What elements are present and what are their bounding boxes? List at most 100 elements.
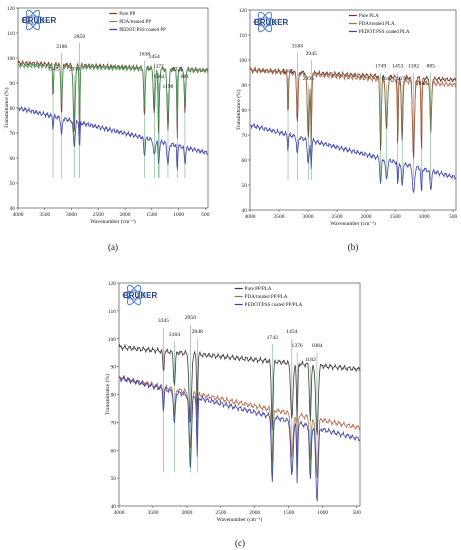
peak-annotation: 1647 — [381, 76, 392, 82]
x-tick-label: 1500 — [146, 212, 157, 218]
peak-annotation: 1454 — [286, 329, 297, 335]
x-tick-label: 3500 — [147, 510, 158, 516]
x-tick-label: 1000 — [317, 510, 328, 516]
y-tick-label: 50 — [10, 181, 16, 187]
peak-annotation: 2995 — [303, 76, 314, 82]
y-tick-label: 90 — [111, 365, 117, 371]
peak-annotation: 1198 — [162, 84, 173, 90]
y-tick-label: 40 — [10, 206, 16, 212]
x-tick-label: 2000 — [120, 212, 131, 218]
plot-frame — [118, 282, 361, 507]
x-axis-label: Wavenumber (cm⁻¹) — [330, 220, 376, 227]
x-tick-label: 3000 — [66, 212, 77, 218]
bruker-logo: BRUKER — [21, 9, 56, 31]
peak-annotation: 1084 — [311, 343, 322, 349]
peak-annotation: 2945 — [306, 51, 317, 57]
y-axis-label: Transmittance (%) — [104, 374, 111, 415]
x-tick-label: 1000 — [173, 212, 184, 218]
x-tick-label: 2500 — [215, 510, 226, 516]
logo-orbit-3 — [127, 284, 141, 306]
y-tick-label: 120 — [7, 6, 16, 12]
logo-text: BRUKER — [22, 16, 56, 25]
y-tick-label: 100 — [7, 56, 16, 62]
y-axis-label: Transmittance (%) — [3, 87, 10, 128]
peak-annotation: 3345 — [282, 69, 293, 75]
peak-annotation: 3345 — [158, 318, 169, 324]
series-line-pedot-pss-coated-pla — [249, 122, 457, 194]
logo-orbit-2 — [258, 11, 272, 33]
y-tick-label: 100 — [108, 337, 117, 343]
peak-annotation: 1376 — [292, 343, 303, 349]
peak-annotation: 1182 — [408, 64, 419, 70]
y-tick-label: 110 — [108, 309, 116, 315]
y-tick-label: 80 — [111, 393, 117, 399]
x-tick-label: 500 — [449, 214, 458, 220]
y-tick-label: 60 — [111, 448, 117, 454]
legend-entry: Pure PP/PLA — [245, 287, 272, 292]
logo-orbit-3 — [26, 9, 40, 31]
peak-annotation: 2950 — [69, 67, 80, 73]
peak-annotation: 1638 — [139, 52, 150, 58]
y-tick-label: 60 — [242, 158, 248, 164]
y-tick-label: 110 — [7, 31, 15, 37]
peak-annotation: 1182 — [305, 357, 316, 363]
logo-text: BRUKER — [254, 18, 288, 27]
x-tick-label: 3500 — [274, 214, 285, 220]
peak-annotation: 3184 — [169, 332, 180, 338]
peak-annotation: 885 — [427, 64, 436, 70]
series-line-pedot-pss-coated-pp-pla — [118, 375, 361, 502]
series-line-pure-pp-pla — [118, 343, 361, 436]
logo-orbit-1 — [253, 17, 277, 27]
peak-annotation: 1364 — [153, 74, 164, 80]
y-tick-label: 120 — [239, 8, 248, 14]
y-axis-label: Transmittance (%) — [235, 89, 242, 130]
peak-annotation: 3345 — [47, 67, 58, 73]
legend-entry: PEDOT:PSS coated PLA — [359, 30, 410, 35]
peak-annotation: 3184 — [292, 44, 303, 50]
chart-panel-2: 40 50 60 70 80 90 100 110 120 4000 3500 3000 2500 200… — [104, 281, 361, 548]
x-axis-label: Wavenumber (cm⁻¹) — [90, 218, 136, 225]
y-tick-label: 50 — [242, 183, 248, 189]
legend-entry: PDA/treated PP — [119, 20, 151, 25]
y-tick-label: 60 — [10, 156, 16, 162]
series-line-pda-treated-pp — [17, 62, 209, 126]
chart-panel-0: 40 50 60 70 80 90 100 110 120 4000 3500 3000 2500 200… — [3, 6, 210, 252]
x-tick-label: 1500 — [283, 510, 294, 516]
logo-orbit-2 — [26, 9, 40, 31]
x-tick-label: 4000 — [245, 214, 256, 220]
peak-annotation: 1045 — [416, 81, 427, 87]
y-tick-label: 110 — [239, 33, 247, 39]
legend-entry: PDA/treated PLA — [359, 22, 395, 27]
x-tick-label: 4000 — [13, 212, 24, 218]
y-tick-label: 100 — [239, 58, 248, 64]
logo-orbit-3 — [258, 11, 272, 33]
panel-label: (a) — [108, 242, 118, 252]
peak-annotation: 1743 — [267, 335, 278, 341]
series-line-pda-treated-pp-pla — [118, 374, 361, 478]
peak-annotation: 2850 — [74, 34, 85, 40]
bruker-logo: BRUKER — [122, 284, 157, 306]
legend-entry: PEDOT:PSS coated PP/PLA — [245, 303, 303, 308]
series-line-pedot-pss-coated-pp — [17, 106, 209, 171]
x-tick-label: 1500 — [390, 214, 401, 220]
x-tick-label: 1000 — [419, 214, 430, 220]
peak-annotation: 1749 — [375, 64, 386, 70]
bruker-logo: BRUKER — [253, 11, 288, 33]
y-tick-label: 80 — [10, 106, 16, 112]
x-tick-label: 3500 — [39, 212, 50, 218]
peak-annotation: 3186 — [56, 44, 67, 50]
x-tick-label: 2500 — [332, 214, 343, 220]
x-tick-label: 500 — [201, 212, 210, 218]
peak-annotation: 881 — [181, 74, 190, 80]
y-tick-label: 120 — [108, 281, 117, 287]
logo-orbit-1 — [122, 290, 146, 300]
y-tick-label: 70 — [10, 131, 16, 137]
x-tick-label: 2500 — [93, 212, 104, 218]
plot-frame — [17, 7, 209, 209]
panel-label: (c) — [235, 538, 245, 548]
chart-panel-1: 40 50 60 70 80 90 100 110 120 4000 3500 3000 2500 200… — [235, 8, 457, 252]
peak-annotation: 2848 — [192, 329, 203, 335]
panel-label: (b) — [348, 242, 359, 252]
legend-entry: PEDOT:PSS coated PP — [119, 28, 166, 33]
